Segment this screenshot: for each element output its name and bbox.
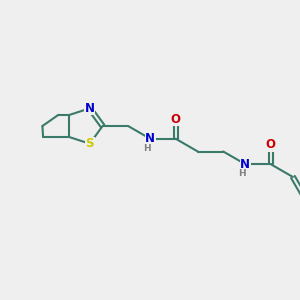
Text: N: N [85, 102, 95, 115]
Text: H: H [143, 144, 150, 153]
Text: S: S [85, 137, 94, 150]
Text: N: N [240, 158, 250, 171]
Text: O: O [171, 113, 181, 126]
Text: H: H [238, 169, 246, 178]
Text: O: O [266, 138, 276, 151]
Text: N: N [145, 132, 155, 145]
